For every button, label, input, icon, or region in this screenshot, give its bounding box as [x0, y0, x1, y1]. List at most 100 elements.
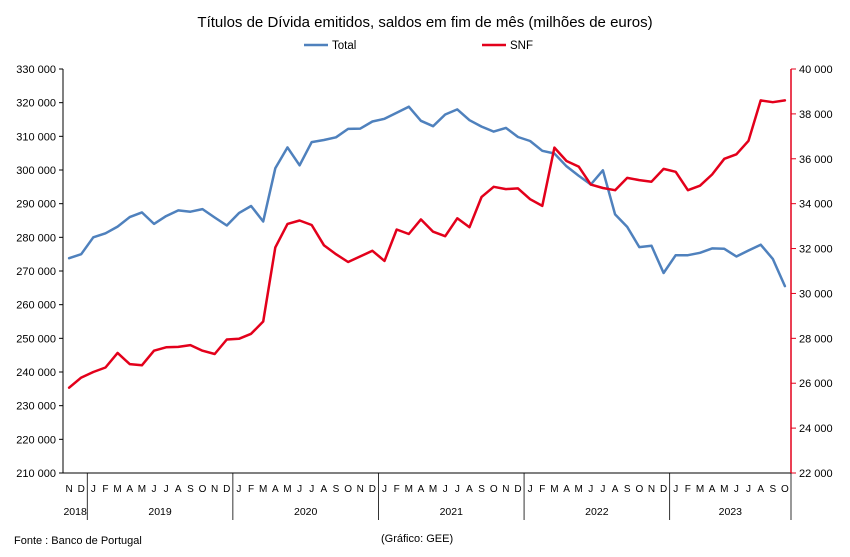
month-label: A: [709, 484, 716, 495]
month-label: M: [405, 484, 413, 495]
month-label: O: [344, 484, 352, 495]
legend: Total SNF: [304, 40, 533, 52]
month-label: J: [382, 484, 387, 495]
month-label: M: [113, 484, 121, 495]
right-tick-label: 40 000: [799, 64, 833, 76]
month-label: N: [211, 484, 218, 495]
left-tick-label: 280 000: [16, 232, 56, 244]
month-label: N: [502, 484, 509, 495]
month-label: A: [418, 484, 425, 495]
left-tick-label: 290 000: [16, 199, 56, 211]
month-label: M: [138, 484, 146, 495]
month-label: M: [574, 484, 582, 495]
series-line-snf: [67, 99, 787, 389]
right-tick-label: 22 000: [799, 468, 833, 480]
right-tick-label: 30 000: [799, 288, 833, 300]
source-note: Fonte : Banco de Portugal: [14, 535, 142, 547]
month-label: O: [490, 484, 498, 495]
credit-note: (Gráfico: GEE): [381, 533, 453, 545]
month-label: D: [660, 484, 667, 495]
right-tick-label: 36 000: [799, 154, 833, 166]
month-label: A: [175, 484, 182, 495]
month-label: A: [466, 484, 473, 495]
month-label: D: [514, 484, 521, 495]
month-label: M: [259, 484, 267, 495]
year-label: 2020: [294, 506, 318, 518]
left-axis-ticks: 210 000 220 000 230 000 240 000 250 000 260 0…: [16, 64, 63, 480]
month-label: F: [248, 484, 254, 495]
right-tick-label: 32 000: [799, 244, 833, 256]
month-label: J: [746, 484, 751, 495]
month-label: O: [199, 484, 207, 495]
month-label: S: [478, 484, 485, 495]
month-label: J: [164, 484, 169, 495]
left-tick-label: 210 000: [16, 468, 56, 480]
right-axis-ticks: 22 000 24 000 26 000 28 000 30 000 32 000 34 0…: [791, 64, 833, 480]
month-label: O: [635, 484, 643, 495]
month-label: F: [394, 484, 400, 495]
month-label: J: [600, 484, 605, 495]
left-tick-label: 330 000: [16, 64, 56, 76]
month-label: F: [685, 484, 691, 495]
legend-label-snf: SNF: [510, 40, 533, 52]
year-label: 2021: [440, 506, 464, 518]
year-label: 2022: [585, 506, 609, 518]
month-label: N: [357, 484, 364, 495]
month-label: J: [588, 484, 593, 495]
month-label: J: [673, 484, 678, 495]
right-tick-label: 28 000: [799, 333, 833, 345]
month-label: S: [187, 484, 194, 495]
month-label: A: [321, 484, 328, 495]
month-label: M: [429, 484, 437, 495]
month-label: J: [152, 484, 157, 495]
series-lines: [67, 99, 787, 389]
month-label: A: [757, 484, 764, 495]
month-label: F: [102, 484, 108, 495]
right-tick-label: 38 000: [799, 109, 833, 121]
left-tick-label: 240 000: [16, 367, 56, 379]
year-label: 2023: [719, 506, 743, 518]
month-label: J: [443, 484, 448, 495]
right-tick-label: 26 000: [799, 378, 833, 390]
left-tick-label: 300 000: [16, 165, 56, 177]
month-label: J: [91, 484, 96, 495]
month-label: A: [126, 484, 133, 495]
series-line-total: [67, 105, 787, 288]
left-tick-label: 220 000: [16, 434, 56, 446]
month-label: D: [223, 484, 230, 495]
month-label: J: [297, 484, 302, 495]
left-tick-label: 320 000: [16, 98, 56, 110]
month-label: J: [455, 484, 460, 495]
month-label: N: [648, 484, 655, 495]
month-label: A: [612, 484, 619, 495]
month-label: D: [78, 484, 85, 495]
month-label: M: [696, 484, 704, 495]
month-label: J: [236, 484, 241, 495]
month-label: J: [528, 484, 533, 495]
right-tick-label: 24 000: [799, 423, 833, 435]
legend-label-total: Total: [332, 40, 356, 52]
month-label: M: [283, 484, 291, 495]
month-label: O: [781, 484, 789, 495]
right-tick-label: 34 000: [799, 199, 833, 211]
left-tick-label: 250 000: [16, 333, 56, 345]
year-label: 2018: [63, 506, 87, 518]
month-label: J: [309, 484, 314, 495]
axes: [62, 69, 792, 474]
month-label: S: [624, 484, 631, 495]
chart-title: Títulos de Dívida emitidos, saldos em fi…: [197, 14, 652, 31]
month-label: S: [333, 484, 340, 495]
month-label: A: [563, 484, 570, 495]
month-label: M: [550, 484, 558, 495]
left-tick-label: 230 000: [16, 401, 56, 413]
month-label: A: [272, 484, 279, 495]
year-label: 2019: [148, 506, 172, 518]
month-label: S: [769, 484, 776, 495]
month-label: J: [734, 484, 739, 495]
left-tick-label: 270 000: [16, 266, 56, 278]
month-label: F: [539, 484, 545, 495]
left-tick-label: 310 000: [16, 131, 56, 143]
month-label: N: [65, 484, 72, 495]
